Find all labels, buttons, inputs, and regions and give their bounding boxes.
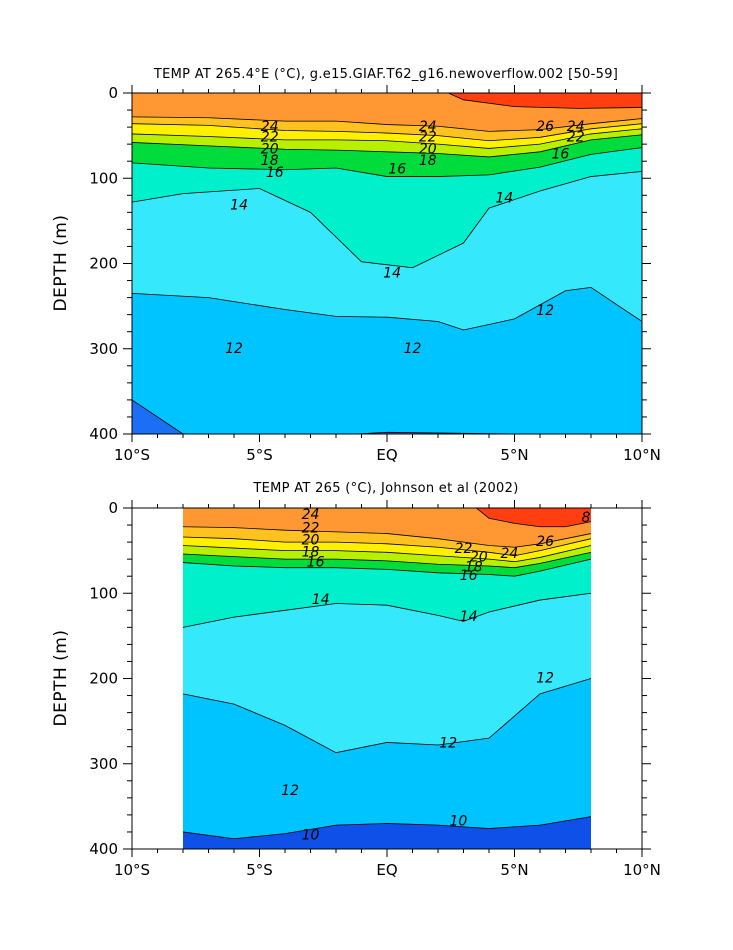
top-chart-title: TEMP AT 265.4°E (°C), g.e15.GIAF.T62_g16… <box>153 67 618 82</box>
isotherm-10 <box>182 816 592 840</box>
contour-label: 16 <box>388 162 406 178</box>
y-tick-label: 200 <box>89 670 118 688</box>
contour-label: 10 <box>302 827 320 843</box>
contour-label: 24 <box>302 507 320 523</box>
bottom-panel: TEMP AT 265 (°C), Johnson et al (2002) 2… <box>51 481 661 879</box>
isotherm-12 <box>132 286 642 331</box>
contour-label: 12 <box>536 303 554 319</box>
y-tick-label: 100 <box>89 584 118 602</box>
contour-label: 18 <box>419 153 437 169</box>
contour-label: 18 <box>302 544 320 560</box>
x-tick-label: 10°N <box>623 861 661 879</box>
contour-label: 24 <box>419 119 437 135</box>
contour-label: 12 <box>404 341 422 357</box>
isotherm-26 <box>475 508 592 528</box>
contour-label: 16 <box>266 165 284 181</box>
isotherm-14 <box>182 592 592 628</box>
temperature-band-26 <box>448 93 642 109</box>
contour-label: 20 <box>261 141 279 157</box>
contour-label: 16 <box>460 568 478 584</box>
contour-label: 16 <box>551 146 569 162</box>
bottom-isotherms <box>182 508 592 840</box>
y-tick-label: 300 <box>89 340 118 358</box>
y-tick-label: 0 <box>108 499 118 517</box>
contour-label: 18 <box>465 560 483 576</box>
isotherm-14 <box>132 171 642 269</box>
contour-label: 14 <box>495 191 513 207</box>
isotherm-22 <box>132 123 642 142</box>
isotherm-12 <box>182 678 592 754</box>
contour-label: 22 <box>419 129 437 145</box>
x-tick-label: 5°S <box>246 446 273 464</box>
contour-label: 14 <box>460 609 478 625</box>
contour-label: 26 <box>536 119 554 135</box>
x-tick-label: EQ <box>376 446 397 464</box>
y-tick-label: 200 <box>89 255 118 273</box>
contour-label: 20 <box>302 532 320 548</box>
contour-label: 12 <box>225 341 243 357</box>
contour-label: 12 <box>536 671 554 687</box>
isotherm-20 <box>182 545 592 563</box>
contour-label: 12 <box>439 735 457 751</box>
isotherm-24 <box>182 526 592 548</box>
contour-label: 22 <box>455 541 473 557</box>
top-panel: TEMP AT 265.4°E (°C), g.e15.GIAF.T62_g16… <box>51 67 661 464</box>
x-tick-label: 5°N <box>500 446 528 464</box>
contour-label: 18 <box>261 153 279 169</box>
y-tick-label: 400 <box>89 425 118 443</box>
top-y-axis-label: DEPTH (m) <box>51 215 71 312</box>
contour-label: 14 <box>383 266 401 282</box>
isotherm-10 <box>132 399 642 434</box>
contour-label: 12 <box>281 783 299 799</box>
contour-label: 8 <box>581 510 590 526</box>
x-tick-label: 5°N <box>500 861 528 879</box>
contour-label: 16 <box>307 555 325 571</box>
isotherm-16 <box>182 558 592 577</box>
isotherm-16 <box>132 147 642 177</box>
isotherm-24 <box>132 116 642 132</box>
contour-label: 20 <box>470 549 488 565</box>
y-tick-label: 400 <box>89 840 118 858</box>
isotherm-18 <box>182 551 592 569</box>
isotherm-22 <box>182 536 592 557</box>
contour-label: 24 <box>567 119 585 135</box>
x-tick-label: EQ <box>376 861 397 879</box>
top-axis-ticks: 10°S 5°S EQ 5°N 10°N 0 100 200 300 400 <box>89 84 661 464</box>
x-tick-label: 5°S <box>246 861 273 879</box>
x-tick-label: 10°S <box>114 861 150 879</box>
isotherm-20 <box>132 128 642 149</box>
x-tick-label: 10°S <box>114 446 150 464</box>
contour-label: 14 <box>312 592 330 608</box>
isotherm-26 <box>448 93 642 109</box>
bottom-temperature-field <box>183 508 591 849</box>
y-tick-label: 0 <box>108 84 118 102</box>
contour-label: 24 <box>261 119 279 135</box>
bottom-axis-ticks: 10°S 5°S EQ 5°N 10°N 0 100 200 300 400 <box>89 499 661 879</box>
contour-label: 22 <box>261 129 279 145</box>
contour-label: 22 <box>302 520 320 536</box>
contour-label: 14 <box>230 198 248 214</box>
top-temperature-field <box>132 93 642 434</box>
y-tick-label: 100 <box>89 169 118 187</box>
temperature-band-26 <box>476 508 591 527</box>
bottom-chart-title: TEMP AT 265 (°C), Johnson et al (2002) <box>252 481 518 496</box>
contour-label: 10 <box>449 814 467 830</box>
contour-label: 20 <box>419 141 437 157</box>
top-isotherms <box>132 93 642 434</box>
contour-label: 24 <box>500 546 518 562</box>
contour-label: 22 <box>567 129 585 145</box>
isotherm-18 <box>132 134 642 158</box>
contour-label: 26 <box>536 534 554 550</box>
y-tick-label: 300 <box>89 755 118 773</box>
bottom-y-axis-label: DEPTH (m) <box>51 630 71 727</box>
x-tick-label: 10°N <box>623 446 661 464</box>
